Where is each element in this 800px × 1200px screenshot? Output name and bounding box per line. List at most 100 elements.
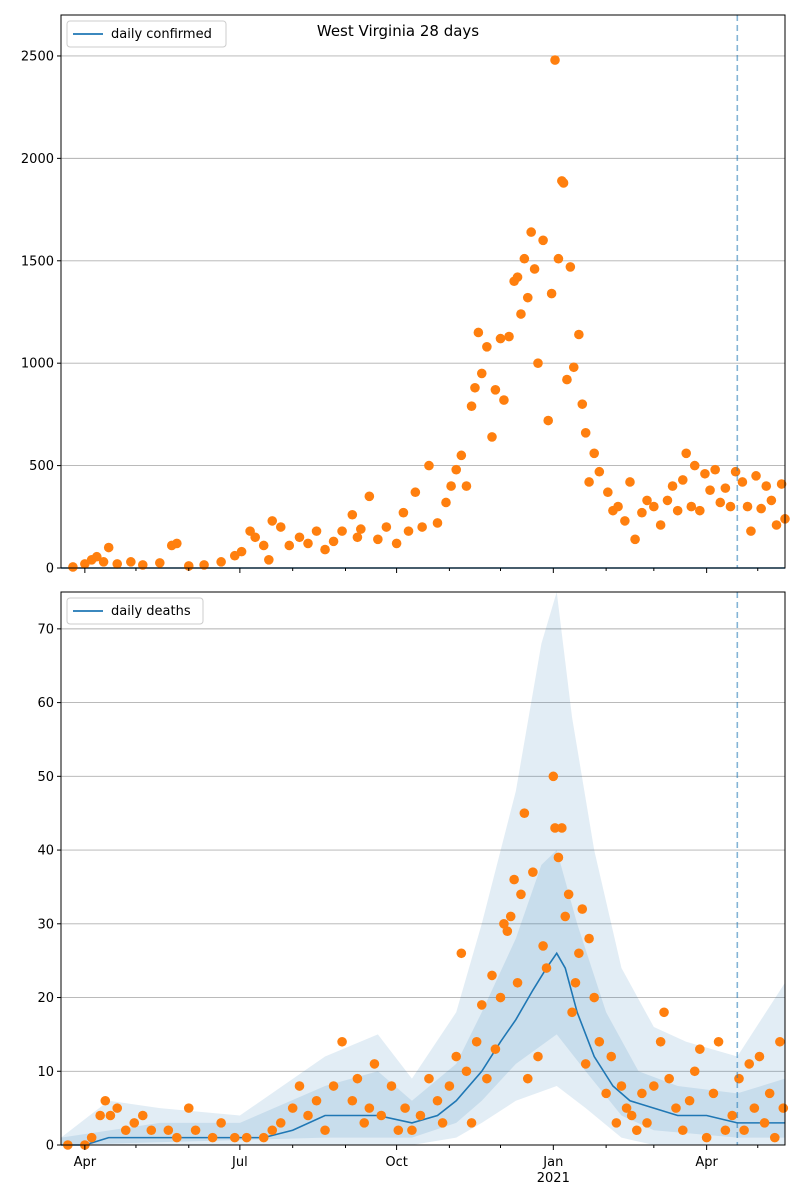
confirmed-ytick-label: 0 (46, 562, 54, 577)
deaths-observed-point (311, 1095, 322, 1106)
confirmed-observed-point (603, 487, 613, 498)
deaths-observed-point (759, 1118, 770, 1128)
deaths-observed-point (744, 1059, 755, 1069)
confirmed-observed-point (550, 55, 560, 65)
deaths-observed-point (749, 1103, 760, 1113)
confirmed-observed-point (689, 460, 700, 471)
deaths-observed-point (303, 1110, 313, 1121)
confirmed-observed-point (275, 522, 286, 532)
deaths-observed-point (376, 1110, 387, 1121)
confirmed-observed-point (250, 532, 261, 543)
confirmed-observed-point (519, 253, 530, 264)
deaths-ytick-label: 60 (37, 696, 54, 711)
deaths-observed-point (509, 874, 519, 885)
deaths-observed-point (505, 911, 516, 922)
confirmed-observed-point (746, 526, 756, 536)
confirmed-observed-point (512, 272, 523, 282)
confirmed-observed-point (495, 333, 506, 344)
deaths-observed-point (684, 1095, 695, 1106)
deaths-axes-frame (60, 591, 786, 1146)
deaths-observed-point (294, 1081, 305, 1091)
xtick-label: Jul (231, 1155, 248, 1170)
deaths-observed-point (616, 1081, 627, 1091)
deaths-observed-point (444, 1081, 455, 1091)
deaths-observed-point (129, 1118, 140, 1128)
confirmed-observed-point (589, 448, 600, 459)
confirmed-observed-point (546, 288, 557, 299)
deaths-observed-point (516, 889, 526, 900)
deaths-observed-point (386, 1081, 397, 1091)
confirmed-observed-point (730, 466, 741, 477)
confirmed-observed-point (137, 560, 148, 570)
deaths-ytick-label: 50 (37, 770, 54, 785)
deaths-observed-point (659, 1007, 669, 1018)
deaths-observed-point (713, 1036, 724, 1047)
confirmed-observed-point (258, 540, 269, 551)
deaths-observed-point (163, 1125, 174, 1136)
confirmed-observed-point (543, 415, 554, 426)
deaths-observed-point (533, 1051, 543, 1062)
confirmed-observed-point (761, 481, 772, 491)
deaths-observed-point (487, 970, 497, 981)
deaths-observed-point (621, 1103, 632, 1113)
confirmed-ytick-label: 2000 (21, 152, 54, 167)
deaths-observed-point (499, 919, 509, 929)
confirmed-observed-point (667, 481, 678, 491)
confirmed-observed-point (574, 329, 584, 340)
deaths-observed-point (275, 1118, 286, 1128)
confirmed-observed-point (720, 483, 731, 493)
xtick-label: Apr (74, 1155, 97, 1170)
confirmed-observed-point (398, 507, 409, 518)
deaths-observed-point (720, 1125, 731, 1136)
confirmed-observed-point (655, 520, 666, 530)
deaths-observed-point (567, 1007, 577, 1018)
confirmed-observed-point (364, 491, 375, 502)
deaths-observed-point (432, 1095, 443, 1106)
deaths-ytick-label: 40 (37, 844, 54, 859)
deaths-observed-point (570, 977, 581, 988)
confirmed-observed-point (580, 428, 591, 438)
confirmed-observed-point (568, 362, 579, 373)
confirmed-observed-point (766, 495, 777, 506)
deaths-credible-band (61, 592, 785, 1145)
deaths-observed-point (287, 1103, 298, 1113)
deaths-observed-point (172, 1132, 182, 1143)
confirmed-observed-point (705, 485, 715, 495)
confirmed-observed-point (533, 358, 543, 368)
confirmed-observed-point (482, 342, 492, 352)
deaths-observed-point (393, 1125, 404, 1136)
confirmed-observed-point (424, 460, 434, 471)
deaths-observed-point (512, 977, 523, 988)
deaths-observed-point (424, 1073, 434, 1084)
deaths-observed-point (606, 1051, 617, 1062)
confirmed-observed-point (504, 331, 514, 342)
confirmed-ytick-label: 1500 (21, 254, 54, 269)
confirmed-observed-point (410, 487, 421, 498)
deaths-marks (61, 771, 789, 1150)
confirmed-observed-point (499, 395, 509, 405)
deaths-observed-point (626, 1110, 637, 1121)
deaths-observed-point (739, 1125, 749, 1136)
deaths-observed-point (577, 904, 588, 914)
deaths-observed-point (671, 1103, 681, 1113)
deaths-observed-point (528, 867, 538, 877)
deaths-observed-point (649, 1081, 659, 1091)
confirmed-observed-point (751, 471, 761, 481)
confirmed-observed-point (381, 522, 392, 532)
deaths-observed-point (642, 1118, 652, 1128)
confirmed-observed-point (451, 464, 462, 475)
deaths-observed-point (320, 1125, 330, 1136)
deaths-observed-point (677, 1125, 688, 1136)
confirmed-observed-point (456, 450, 467, 461)
confirmed-observed-point (487, 432, 497, 442)
confirmed-observed-point (695, 505, 705, 516)
deaths-observed-point (476, 1000, 487, 1010)
deaths-observed-point (550, 823, 560, 833)
confirmed-observed-point (613, 501, 623, 512)
deaths-observed-point (589, 992, 600, 1003)
confirmed-observed-point (311, 526, 322, 536)
deaths-observed-point (466, 1118, 477, 1128)
deaths-observed-point (701, 1132, 712, 1143)
deaths-observed-point (557, 823, 567, 833)
